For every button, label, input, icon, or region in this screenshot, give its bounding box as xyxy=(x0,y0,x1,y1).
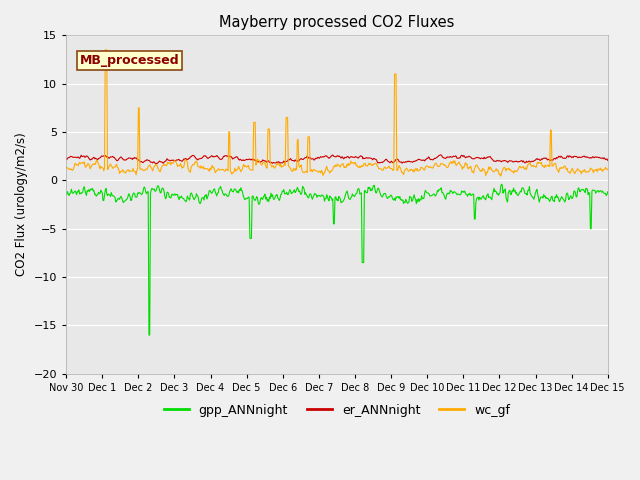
wc_gf xyxy=(129,168,136,174)
gpp_ANNnight xyxy=(403,201,411,206)
Text: MB_processed: MB_processed xyxy=(79,54,179,67)
wc_gf xyxy=(62,164,70,170)
Line: wc_gf: wc_gf xyxy=(66,50,608,176)
wc_gf xyxy=(497,173,504,179)
wc_gf xyxy=(72,161,80,167)
er_ANNnight xyxy=(212,154,220,159)
wc_gf xyxy=(403,167,411,172)
wc_gf xyxy=(604,167,612,172)
er_ANNnight xyxy=(403,158,411,164)
gpp_ANNnight xyxy=(212,191,220,197)
gpp_ANNnight xyxy=(72,190,80,195)
gpp_ANNnight xyxy=(604,189,612,194)
er_ANNnight xyxy=(62,156,70,162)
er_ANNnight xyxy=(604,157,612,163)
gpp_ANNnight xyxy=(128,197,136,203)
gpp_ANNnight xyxy=(498,181,506,187)
wc_gf xyxy=(212,169,220,175)
gpp_ANNnight xyxy=(145,332,153,338)
gpp_ANNnight xyxy=(62,191,70,197)
er_ANNnight xyxy=(436,152,444,158)
er_ANNnight xyxy=(72,155,80,160)
gpp_ANNnight xyxy=(184,193,191,199)
er_ANNnight xyxy=(419,157,427,163)
gpp_ANNnight xyxy=(419,196,427,202)
Title: Mayberry processed CO2 Fluxes: Mayberry processed CO2 Fluxes xyxy=(220,15,454,30)
er_ANNnight xyxy=(152,161,159,167)
Line: gpp_ANNnight: gpp_ANNnight xyxy=(66,184,608,335)
Line: er_ANNnight: er_ANNnight xyxy=(66,155,608,164)
er_ANNnight xyxy=(128,156,136,161)
wc_gf xyxy=(101,47,109,53)
wc_gf xyxy=(419,166,427,172)
wc_gf xyxy=(184,159,191,165)
Y-axis label: CO2 Flux (urology/m2/s): CO2 Flux (urology/m2/s) xyxy=(15,132,28,276)
Legend: gpp_ANNnight, er_ANNnight, wc_gf: gpp_ANNnight, er_ANNnight, wc_gf xyxy=(159,398,515,421)
er_ANNnight xyxy=(184,156,191,162)
